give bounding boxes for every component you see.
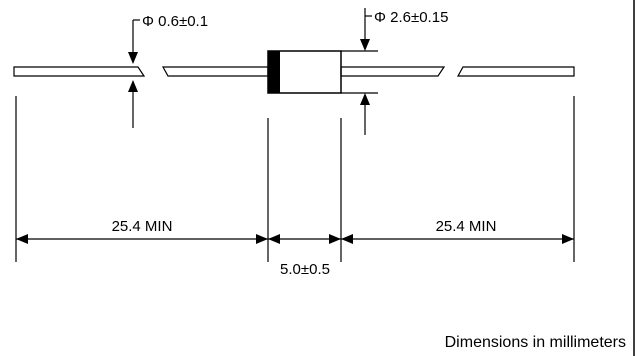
lead-diameter-label: Φ 0.6±0.1	[142, 13, 208, 30]
dim-left-arrowhead-end	[256, 234, 268, 244]
right-lead-segment-inner	[340, 66, 446, 77]
dim-body-arrowhead-start	[268, 234, 280, 244]
lead-length-left-label: 25.4 MIN	[112, 218, 173, 235]
right-lead-segment-outer	[456, 66, 575, 77]
units-note: Dimensions in millimeters	[445, 334, 626, 351]
cathode-band	[268, 51, 280, 93]
dim-body-arrowhead-end	[329, 234, 341, 244]
dim-right-arrowhead-end	[562, 234, 574, 244]
body-diameter-label: Φ 2.6±0.15	[374, 9, 448, 26]
body-dia-arrowhead-top	[360, 39, 370, 51]
lead-dia-arrowhead-bottom	[128, 80, 138, 92]
lead-length-right-label: 25.4 MIN	[436, 218, 497, 235]
body-dia-arrowhead-bottom	[360, 93, 370, 105]
body-length-label: 5.0±0.5	[280, 261, 330, 278]
dim-right-arrowhead-start	[341, 234, 353, 244]
left-lead-segment-outer	[13, 66, 146, 77]
lead-dia-arrowhead-top	[128, 52, 138, 64]
left-lead-segment-inner	[161, 66, 269, 77]
dim-left-arrowhead-start	[16, 234, 28, 244]
